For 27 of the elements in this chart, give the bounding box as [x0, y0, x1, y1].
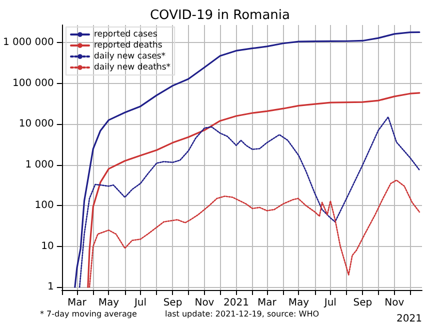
legend-label: daily new deaths*	[94, 62, 171, 72]
x-tick-label: Mar	[257, 298, 278, 308]
x-tick-label: Jul	[133, 298, 147, 308]
text: * 7-day moving average	[40, 310, 137, 318]
chart-title: COVID-19 in Romania	[150, 8, 290, 23]
y-tick-label: 100	[34, 200, 54, 212]
legend-label: daily new cases*	[94, 52, 166, 62]
line-series	[74, 31, 420, 288]
x-tick-label: Sep	[353, 298, 372, 308]
x-tick-label: 2021	[223, 298, 249, 308]
x-tick-label: Nov	[384, 298, 404, 308]
legend-label: reported deaths	[94, 40, 163, 50]
text: last update: 2021-12-19, source: WHO	[165, 310, 320, 318]
y-tick-label: 1 000	[25, 159, 54, 170]
text: 2021	[396, 314, 422, 324]
x-tick-label: Jul	[323, 298, 336, 308]
x-tick-label: May	[98, 298, 120, 308]
legend-label: reported cases	[94, 30, 158, 40]
y-tick-label: 10 000	[18, 118, 54, 130]
y-tick-label: 100 000	[12, 78, 54, 89]
x-tick-label: Sep	[163, 298, 182, 308]
x-tick-label: Nov	[194, 298, 214, 308]
y-tick-label: 1 000 000	[2, 37, 54, 48]
x-tick-label: Mar	[68, 298, 88, 308]
y-tick-label: 10	[41, 240, 54, 252]
y-tick-label: 1	[48, 282, 54, 293]
x-tick-label: May	[288, 298, 310, 308]
